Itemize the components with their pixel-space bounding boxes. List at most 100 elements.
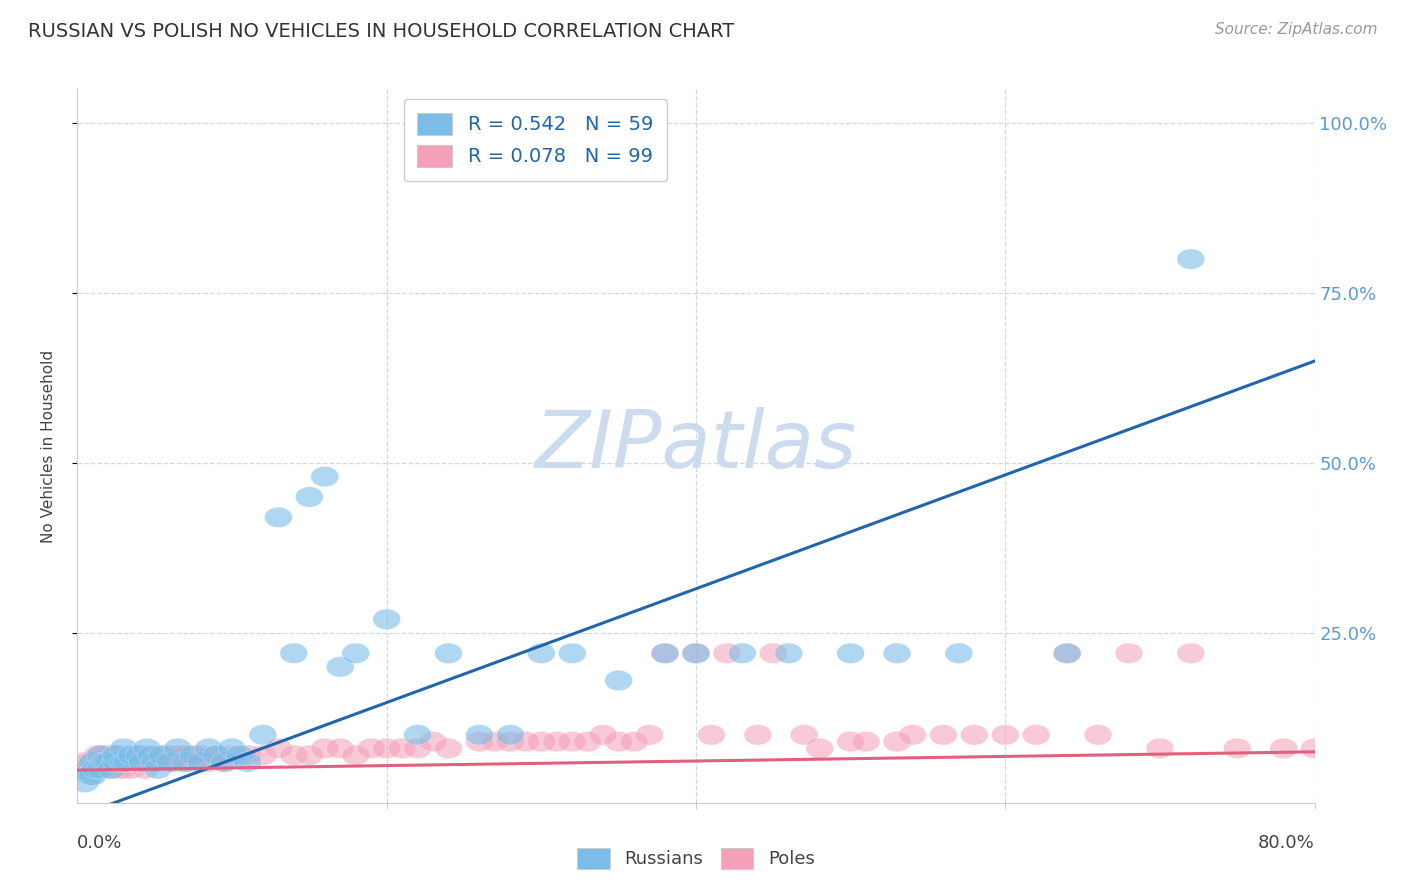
Ellipse shape — [991, 724, 1019, 745]
Ellipse shape — [1053, 643, 1081, 664]
Ellipse shape — [110, 752, 138, 772]
Ellipse shape — [172, 745, 200, 765]
Text: RUSSIAN VS POLISH NO VEHICLES IN HOUSEHOLD CORRELATION CHART: RUSSIAN VS POLISH NO VEHICLES IN HOUSEHO… — [28, 22, 734, 41]
Ellipse shape — [233, 752, 262, 772]
Ellipse shape — [249, 745, 277, 765]
Ellipse shape — [419, 731, 447, 752]
Text: 80.0%: 80.0% — [1258, 834, 1315, 852]
Ellipse shape — [67, 758, 96, 779]
Ellipse shape — [1177, 643, 1205, 664]
Ellipse shape — [883, 643, 911, 664]
Ellipse shape — [72, 752, 98, 772]
Ellipse shape — [94, 752, 122, 772]
Ellipse shape — [713, 643, 741, 664]
Ellipse shape — [211, 752, 238, 772]
Ellipse shape — [187, 745, 215, 765]
Ellipse shape — [1022, 724, 1050, 745]
Ellipse shape — [682, 643, 710, 664]
Text: ZIPatlas: ZIPatlas — [534, 407, 858, 485]
Ellipse shape — [1146, 739, 1174, 758]
Ellipse shape — [89, 758, 117, 779]
Text: 0.0%: 0.0% — [77, 834, 122, 852]
Ellipse shape — [79, 758, 107, 779]
Ellipse shape — [121, 752, 149, 772]
Ellipse shape — [543, 731, 571, 752]
Ellipse shape — [156, 745, 184, 765]
Ellipse shape — [837, 731, 865, 752]
Ellipse shape — [75, 758, 103, 779]
Ellipse shape — [136, 745, 165, 765]
Ellipse shape — [218, 739, 246, 758]
Ellipse shape — [128, 752, 156, 772]
Ellipse shape — [481, 731, 509, 752]
Ellipse shape — [837, 643, 865, 664]
Ellipse shape — [79, 765, 107, 786]
Ellipse shape — [589, 724, 617, 745]
Ellipse shape — [682, 643, 710, 664]
Ellipse shape — [806, 739, 834, 758]
Ellipse shape — [128, 752, 156, 772]
Ellipse shape — [404, 739, 432, 758]
Ellipse shape — [76, 765, 104, 786]
Ellipse shape — [103, 745, 129, 765]
Ellipse shape — [605, 670, 633, 690]
Ellipse shape — [280, 643, 308, 664]
Ellipse shape — [114, 752, 142, 772]
Ellipse shape — [388, 739, 416, 758]
Ellipse shape — [87, 745, 114, 765]
Ellipse shape — [153, 752, 181, 772]
Ellipse shape — [311, 739, 339, 758]
Ellipse shape — [898, 724, 927, 745]
Ellipse shape — [172, 752, 200, 772]
Ellipse shape — [249, 724, 277, 745]
Ellipse shape — [775, 643, 803, 664]
Ellipse shape — [1053, 643, 1081, 664]
Y-axis label: No Vehicles in Household: No Vehicles in Household — [42, 350, 56, 542]
Ellipse shape — [195, 739, 222, 758]
Ellipse shape — [134, 739, 160, 758]
Ellipse shape — [404, 724, 432, 745]
Ellipse shape — [141, 752, 169, 772]
Ellipse shape — [651, 643, 679, 664]
Ellipse shape — [110, 758, 138, 779]
Ellipse shape — [149, 745, 176, 765]
Ellipse shape — [103, 745, 129, 765]
Ellipse shape — [82, 758, 110, 779]
Ellipse shape — [98, 752, 127, 772]
Ellipse shape — [138, 745, 166, 765]
Ellipse shape — [558, 643, 586, 664]
Ellipse shape — [960, 724, 988, 745]
Ellipse shape — [91, 752, 120, 772]
Ellipse shape — [93, 758, 121, 779]
Ellipse shape — [280, 745, 308, 765]
Ellipse shape — [103, 752, 129, 772]
Ellipse shape — [945, 643, 973, 664]
Ellipse shape — [110, 752, 138, 772]
Ellipse shape — [496, 731, 524, 752]
Ellipse shape — [218, 745, 246, 765]
Ellipse shape — [87, 752, 114, 772]
Ellipse shape — [496, 724, 524, 745]
Ellipse shape — [233, 745, 262, 765]
Ellipse shape — [134, 752, 160, 772]
Ellipse shape — [226, 745, 253, 765]
Ellipse shape — [141, 752, 169, 772]
Text: Source: ZipAtlas.com: Source: ZipAtlas.com — [1215, 22, 1378, 37]
Ellipse shape — [373, 609, 401, 630]
Ellipse shape — [1270, 739, 1298, 758]
Ellipse shape — [465, 724, 494, 745]
Ellipse shape — [97, 758, 125, 779]
Ellipse shape — [122, 752, 150, 772]
Ellipse shape — [180, 745, 207, 765]
Ellipse shape — [125, 745, 153, 765]
Ellipse shape — [143, 745, 172, 765]
Ellipse shape — [326, 739, 354, 758]
Ellipse shape — [138, 752, 166, 772]
Ellipse shape — [118, 745, 145, 765]
Ellipse shape — [165, 739, 191, 758]
Ellipse shape — [94, 752, 122, 772]
Ellipse shape — [165, 745, 191, 765]
Ellipse shape — [112, 752, 141, 772]
Ellipse shape — [512, 731, 540, 752]
Ellipse shape — [82, 758, 110, 779]
